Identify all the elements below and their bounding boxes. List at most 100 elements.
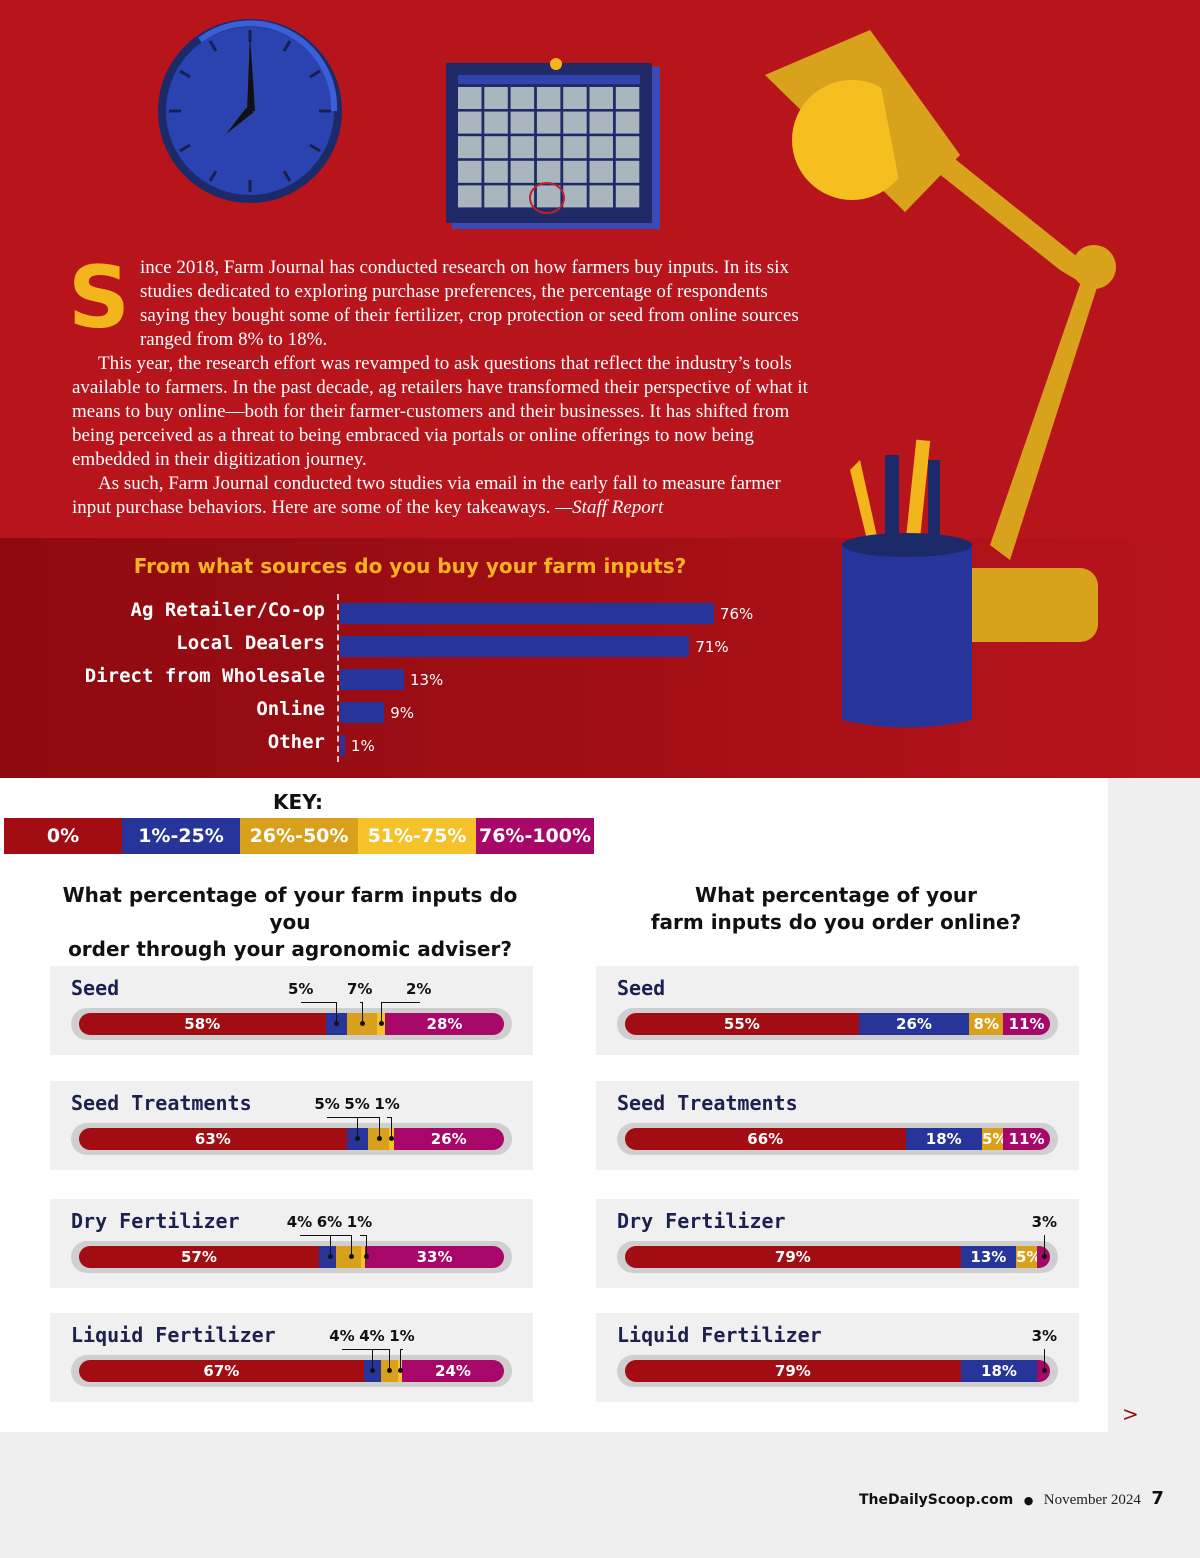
key-item: 76%-100% — [476, 818, 594, 854]
source-value: 71% — [695, 638, 729, 656]
callout-dot — [1041, 1368, 1047, 1373]
site-name: TheDailyScoop.com — [859, 1492, 1014, 1508]
intro-paragraph-1: ince 2018, Farm Journal has conducted re… — [139, 257, 799, 350]
chart-row-panel: Dry Fertilizer 57% 33% 4% 6% 1% — [50, 1199, 533, 1288]
callout-dot — [355, 1136, 361, 1141]
callout-leader — [372, 1349, 374, 1370]
issue-date: November 2024 — [1043, 1492, 1141, 1508]
callout-leader — [365, 1235, 367, 1256]
stacked-bar: 63% 26% — [79, 1128, 504, 1150]
bar-segment-4: 26% — [393, 1128, 504, 1150]
callout-dot — [359, 1021, 365, 1026]
bar-segment-0: 58% — [79, 1013, 326, 1035]
stacked-bar: 79% 13% 5% — [625, 1246, 1050, 1268]
key-item: 0% — [4, 818, 122, 854]
bar-segment-1: 18% — [905, 1128, 982, 1150]
bar-segment-0: 57% — [79, 1246, 319, 1268]
stacked-bar: 58% 28% — [79, 1013, 504, 1035]
row-label: Seed Treatments — [617, 1091, 798, 1115]
callout-label: 4% — [329, 1327, 355, 1345]
bar-track: 67% 24% — [71, 1355, 512, 1387]
calendar-icon — [446, 58, 660, 229]
source-value: 9% — [390, 704, 415, 722]
callout-dot — [349, 1254, 354, 1259]
callout-leader — [372, 1349, 391, 1350]
bar-segment-0: 79% — [625, 1246, 961, 1268]
source-bar — [340, 669, 404, 690]
bar-track: 66% 18% 5% 11% — [617, 1123, 1058, 1155]
source-bar — [340, 702, 385, 723]
stacked-bar: 57% 33% — [79, 1246, 504, 1268]
callout-dot — [378, 1021, 384, 1026]
source-bar — [340, 636, 690, 657]
callout-label: 3% — [1031, 1213, 1058, 1231]
callout-leader — [391, 1117, 393, 1138]
bar-segment-1: 26% — [858, 1013, 970, 1035]
bar-segment-4: 11% — [1003, 1128, 1050, 1150]
online-question-line-1: What percentage of your — [695, 883, 977, 907]
chart-row-panel: Liquid Fertilizer 79% 18% 3% — [596, 1313, 1079, 1402]
callout-label: 1% — [346, 1213, 373, 1231]
callout-leader — [1043, 1349, 1045, 1370]
source-value: 1% — [350, 737, 375, 755]
bar-track: 79% 13% 5% — [617, 1241, 1058, 1273]
callout-leader — [389, 1349, 391, 1370]
bar-segment-0: 55% — [625, 1013, 859, 1035]
callout-leader — [380, 1002, 420, 1003]
bar-segment-3 — [360, 1246, 366, 1268]
drop-cap: S — [68, 248, 130, 348]
stacked-bar: 55% 26% 8% 11% — [625, 1013, 1050, 1035]
callout-leader — [357, 1117, 359, 1138]
bar-segment-2 — [335, 1246, 361, 1268]
callout-dot — [334, 1021, 340, 1026]
bar-segment-1 — [318, 1246, 336, 1268]
bar-track: 63% 26% — [71, 1123, 512, 1155]
next-page-chevron[interactable]: > — [1122, 1402, 1139, 1426]
bar-segment-0: 79% — [625, 1360, 961, 1382]
adviser-question-line-2: order through your agronomic adviser? — [68, 937, 512, 961]
bar-track: 57% 33% — [71, 1241, 512, 1273]
callout-label: 2% — [406, 980, 432, 998]
source-bar — [340, 735, 345, 756]
row-label: Dry Fertilizer — [617, 1209, 786, 1233]
bar-track: 79% 18% — [617, 1355, 1058, 1387]
chart-row-panel: Seed 55% 26% 8% 11% — [596, 966, 1079, 1055]
callout-label: 1% — [389, 1327, 415, 1345]
callout-dot — [387, 1368, 393, 1373]
sources-chart-title: From what sources do you buy your farm i… — [133, 554, 687, 578]
bar-segment-0: 63% — [79, 1128, 347, 1150]
source-value: 76% — [719, 605, 754, 623]
callout-dot — [327, 1254, 333, 1259]
callout-leader — [359, 1235, 367, 1236]
bar-segment-1: 18% — [960, 1360, 1038, 1382]
row-label: Liquid Fertilizer — [617, 1323, 822, 1347]
bar-segment-0: 67% — [79, 1360, 364, 1382]
bar-segment-0: 66% — [625, 1128, 906, 1150]
callout-leader — [327, 1117, 359, 1118]
bar-segment-4: 28% — [385, 1013, 504, 1035]
source-label: Local Dealers — [176, 632, 325, 654]
desk-illustration — [158, 19, 1116, 728]
stacked-bar: 67% 24% — [79, 1360, 504, 1382]
callout-dot — [376, 1136, 382, 1141]
row-label: Liquid Fertilizer — [71, 1323, 276, 1347]
bar-segment-2: 8% — [969, 1013, 1004, 1035]
key-item: 51%-75% — [358, 818, 476, 854]
callout-label: 6% — [316, 1213, 343, 1231]
callout-label: 3% — [1031, 1327, 1058, 1345]
key-title: KEY: — [273, 790, 323, 814]
callout-leader — [336, 1002, 338, 1023]
bar-track: 55% 26% 8% 11% — [617, 1008, 1058, 1040]
callout-leader — [299, 1235, 331, 1236]
online-question-line-2: farm inputs do you order online? — [650, 910, 1022, 934]
chart-row-panel: Seed 58% 28% 5% 7% 2% — [50, 966, 533, 1055]
callout-label: 5% — [288, 980, 314, 998]
adviser-question-line-1: What percentage of your farm inputs do y… — [62, 883, 518, 934]
callout-label: 5% — [344, 1095, 370, 1113]
callout-leader — [342, 1349, 374, 1350]
callout-leader — [361, 1002, 363, 1023]
source-bar — [340, 603, 714, 624]
key-item: 26%-50% — [240, 818, 358, 854]
callout-leader — [399, 1349, 401, 1370]
intro-paragraph-3-text: As such, Farm Journal conducted two stud… — [72, 473, 781, 518]
